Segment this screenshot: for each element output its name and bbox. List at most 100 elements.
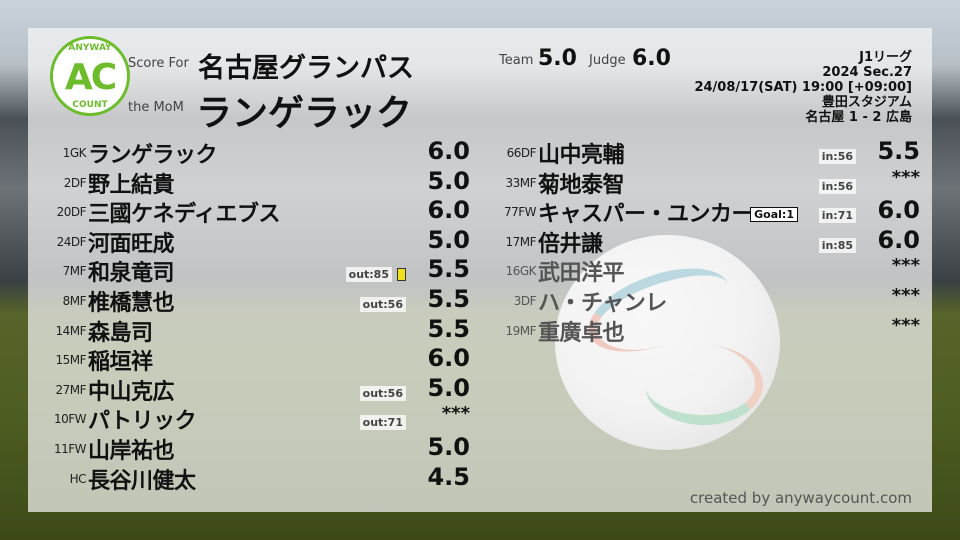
player-number-position: 16GK	[505, 264, 537, 279]
judge-score-label: Judge	[589, 53, 626, 68]
venue: 豊田スタジアム	[821, 95, 912, 110]
match-result: 名古屋 1 - 2 広島	[805, 110, 912, 125]
player-row: 19MF 重廣卓也 ***	[478, 314, 928, 346]
player-name: キャスパー・ユンカー	[538, 202, 754, 228]
player-name: 椎橋慧也	[88, 290, 175, 316]
yellow-card-icon	[397, 268, 406, 282]
player-row: 66DF 山中亮輔 5.5 in:56	[478, 137, 928, 168]
substitution-badge: out:56	[359, 296, 406, 312]
player-row: 8MF 椎橋慧也 5.5 out:56	[28, 284, 478, 316]
player-row: 27MF 中山克広 5.0 out:56	[28, 374, 478, 405]
player-score: 6.0	[877, 196, 920, 225]
player-name: 重廣卓也	[538, 320, 625, 346]
substitution-badge: out:71	[359, 415, 406, 431]
match-datetime: 24/08/17(SAT) 19:00 [+09:00]	[694, 80, 912, 95]
player-name: 稲垣祥	[88, 350, 153, 376]
player-score: 5.5	[427, 255, 470, 284]
player-score: ***	[441, 403, 470, 425]
player-score: 4.5	[427, 462, 470, 491]
logo-text-bottom: COUNT	[72, 100, 108, 110]
player-number-position: 77FW	[503, 205, 537, 220]
player-row: 2DF 野上結貴 5.0	[28, 166, 478, 198]
player-score: 5.0	[427, 432, 470, 461]
player-score: ***	[891, 284, 920, 306]
player-score: ***	[891, 255, 920, 277]
player-score: 5.0	[427, 166, 470, 195]
team-score: 5.0	[538, 46, 577, 71]
player-number-position: 27MF	[55, 382, 86, 397]
player-name: ランゲラック	[88, 143, 218, 168]
substitution-badge: in:71	[818, 208, 856, 224]
player-score: 6.0	[877, 225, 920, 254]
player-score: ***	[891, 166, 920, 188]
substitution-badge: in:56	[818, 149, 856, 164]
substitution-badge: in:85	[818, 237, 856, 253]
player-score: 5.5	[427, 314, 470, 343]
player-number-position: 14MF	[55, 323, 86, 338]
player-number-position: HC	[69, 471, 87, 486]
player-row: 11FW 山岸祐也 5.0	[28, 432, 478, 464]
player-number-position: 33MF	[505, 175, 536, 190]
player-name: 森島司	[88, 320, 153, 346]
player-name: 倍井謙	[538, 231, 603, 257]
player-name: 山中亮輔	[538, 143, 625, 168]
substitution-badge: out:85	[345, 267, 392, 283]
player-score: 6.0	[427, 137, 470, 165]
league: J1リーグ	[859, 50, 912, 65]
player-row: 15MF 稲垣祥 6.0	[28, 344, 478, 376]
goal-badge: Goal:1	[750, 207, 798, 223]
player-score: 5.0	[427, 225, 470, 254]
player-score: 6.0	[427, 344, 470, 373]
player-name: 和泉竜司	[88, 261, 175, 287]
player-number-position: 20DF	[56, 205, 87, 220]
score-for-label: Score For	[128, 56, 189, 71]
match-info: J1リーグ 2024 Sec.27 24/08/17(SAT) 19:00 [+…	[694, 50, 912, 125]
mom-name: ランゲラック	[196, 93, 413, 134]
player-row: 17MF 倍井謙 6.0 in:85	[478, 225, 928, 257]
logo-text-top: ANYWAY	[68, 43, 112, 53]
player-row: 33MF 菊地泰智 *** in:56	[478, 166, 928, 198]
starting-lineup: 1GK ランゲラック 6.0 2DF 野上結貴 5.0 20DF 三國ケネディエブス 6.0 24…	[28, 137, 478, 494]
team-name: 名古屋グランパス	[198, 53, 414, 84]
player-number-position: 24DF	[56, 234, 87, 249]
player-row: 14MF 森島司 5.5	[28, 314, 478, 346]
judge-score: 6.0	[632, 46, 671, 71]
player-name: 三國ケネディエブス	[88, 202, 280, 228]
player-name: 中山克広	[88, 379, 175, 405]
player-number-position: 3DF	[513, 293, 537, 308]
player-number-position: 19MF	[505, 323, 536, 338]
player-number-position: 2DF	[63, 175, 87, 190]
player-row: 10FW パトリック *** out:71	[28, 403, 478, 435]
section: 2024 Sec.27	[822, 65, 912, 80]
player-number-position: 15MF	[55, 353, 86, 368]
player-name: 河面旺成	[88, 231, 175, 257]
player-row: 16GK 武田洋平 ***	[478, 255, 928, 287]
player-name: ハ・チャンレ	[538, 290, 667, 316]
player-number-position: 10FW	[53, 412, 87, 427]
player-name: パトリック	[88, 409, 197, 435]
player-number-position: 1GK	[62, 146, 87, 160]
team-score-label: Team	[499, 53, 534, 68]
player-score: ***	[891, 314, 920, 336]
player-number-position: 17MF	[505, 234, 536, 249]
player-row: 24DF 河面旺成 5.0	[28, 225, 478, 257]
player-row: 20DF 三國ケネディエブス 6.0	[28, 196, 478, 228]
player-row: HC 長谷川健太 4.5	[28, 462, 478, 494]
player-name: 山岸祐也	[88, 438, 175, 464]
substitution-badge: out:56	[359, 385, 406, 401]
player-score: 6.0	[427, 196, 470, 225]
player-number-position: 8MF	[62, 293, 87, 308]
player-row: 7MF 和泉竜司 5.5 out:85	[28, 255, 478, 287]
player-row: 1GK ランゲラック 6.0	[28, 137, 478, 168]
player-name: 武田洋平	[538, 261, 625, 287]
player-name: 野上結貴	[88, 172, 175, 198]
player-name: 長谷川健太	[88, 468, 196, 494]
substitution-badge: in:56	[818, 178, 856, 194]
logo-text-ac: AC	[64, 57, 117, 98]
substitutes: 66DF 山中亮輔 5.5 in:56 33MF 菊地泰智 *** in:56 77FW キャスパ…	[478, 137, 928, 346]
anywaycount-logo: ANYWAY AC COUNT	[50, 36, 130, 116]
player-name: 菊地泰智	[538, 172, 625, 198]
player-score: 5.5	[427, 284, 470, 313]
player-row: 3DF ハ・チャンレ ***	[478, 284, 928, 316]
credit-footer: created by anywaycount.com	[689, 489, 912, 507]
